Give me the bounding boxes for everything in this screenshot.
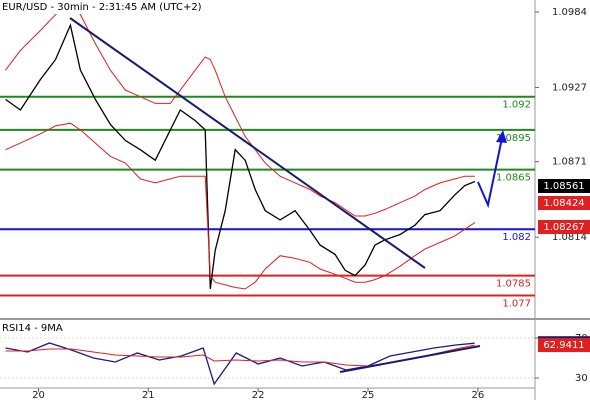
x-tick-label: 20 (32, 390, 45, 400)
price-tag-label: 62.9411 (543, 340, 584, 351)
trend-line (69, 17, 426, 269)
level-label: 1.0785 (496, 279, 531, 290)
y-tick-label: 1.0814 (552, 232, 587, 243)
band-line (5, 3, 475, 217)
y-tick-label: 1.0927 (552, 82, 587, 93)
series-line (5, 342, 475, 386)
y-tick-label: 1.0984 (552, 7, 587, 18)
title-bg (0, 0, 226, 14)
x-tick-label: 26 (472, 390, 485, 400)
forecast-arrow (477, 137, 503, 209)
price-tag-label: 1.08267 (543, 222, 584, 233)
y-tick-label: 1.0871 (552, 157, 587, 168)
rsi-trend-line (339, 345, 481, 373)
x-tick-label: 21 (142, 390, 155, 400)
band-line (5, 122, 476, 290)
arrow-head (496, 130, 507, 143)
level-label: 1.077 (502, 298, 531, 309)
price-tag (538, 338, 590, 353)
price-tag (538, 220, 590, 234)
series-line (5, 23, 476, 289)
price-tag-label: 1.08561 (543, 181, 584, 192)
price-tag (538, 179, 590, 193)
level-label: 1.0895 (496, 133, 531, 144)
price-tag-label: 1.08424 (543, 198, 584, 209)
x-tick-label: 25 (362, 390, 375, 400)
price-tag (538, 196, 590, 210)
chart-title: EUR/USD - 30min - 2:31:45 AM (UTC+2) (2, 2, 202, 13)
y-tick-label: 30 (575, 373, 588, 384)
level-label: 1.082 (502, 232, 531, 243)
x-tick-label: 22 (252, 390, 265, 400)
rsi-title: RSI14 - 9MA (2, 323, 63, 334)
level-label: 1.0865 (496, 173, 531, 184)
level-label: 1.092 (502, 100, 531, 111)
